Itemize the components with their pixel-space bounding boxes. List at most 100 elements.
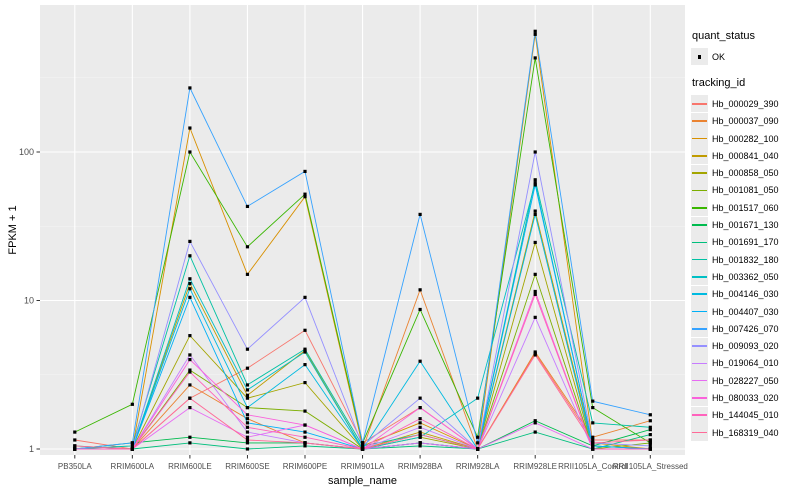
- legend-item-label: Hb_007426_070: [712, 323, 779, 334]
- legend-title-tracking-id: tracking_id: [692, 77, 746, 90]
- data-point: [533, 183, 537, 187]
- data-point: [533, 178, 537, 182]
- data-point: [533, 212, 537, 217]
- legend-section-quant-status: quant_status OK: [691, 30, 799, 66]
- legend-item: Hb_144045_010: [691, 406, 799, 424]
- data-point: [648, 441, 652, 445]
- legend-key-swatch: [691, 181, 708, 199]
- legend-key-ok: [691, 48, 708, 66]
- line-swatch-icon: [692, 362, 707, 365]
- data-point: [648, 444, 652, 448]
- legend-item-label: Hb_000029_390: [712, 98, 779, 109]
- line-swatch-icon: [692, 327, 707, 330]
- line-swatch-icon: [692, 276, 707, 278]
- line-swatch-icon: [692, 379, 707, 382]
- data-point: [245, 406, 250, 410]
- data-point: [360, 441, 365, 445]
- legend-key-swatch: [691, 233, 708, 251]
- line-swatch-icon: [692, 414, 707, 417]
- legend-key-swatch: [691, 389, 708, 407]
- line-swatch-icon: [692, 431, 707, 434]
- data-point: [188, 353, 192, 357]
- legend-key-swatch: [691, 372, 708, 390]
- legend-item: Hb_001081_050: [691, 181, 799, 199]
- data-point: [418, 288, 422, 292]
- data-point: [591, 438, 595, 442]
- legend-item-label: Hb_168319_040: [712, 427, 779, 438]
- legend-key-swatch: [691, 406, 708, 424]
- legend-key-swatch: [691, 251, 708, 269]
- data-point: [533, 350, 537, 354]
- data-point: [533, 272, 537, 276]
- legend-key-swatch: [691, 199, 708, 217]
- legend-item: Hb_004146_030: [691, 285, 799, 303]
- data-point: [245, 396, 250, 400]
- data-point: [73, 438, 77, 442]
- data-point: [303, 435, 307, 439]
- data-point: [591, 421, 595, 425]
- x-tick-label: RRIM600LE: [168, 462, 212, 471]
- data-point: [418, 359, 422, 363]
- data-point: [533, 430, 537, 434]
- legend-item-label: Hb_000841_040: [712, 150, 779, 161]
- x-tick-label: RRII105LA_Stressed: [613, 462, 688, 471]
- legend-item: Hb_028227_050: [691, 372, 799, 390]
- data-point: [245, 393, 250, 397]
- data-point: [533, 353, 537, 357]
- data-point: [418, 421, 422, 425]
- data-point: [648, 428, 652, 432]
- legend-key-swatch: [691, 164, 708, 182]
- data-point: [245, 425, 250, 429]
- data-point: [188, 295, 192, 299]
- data-point: [303, 328, 307, 332]
- data-point: [591, 399, 595, 403]
- legend-item: Hb_168319_040: [691, 424, 799, 442]
- x-tick-label: RRIM928LA: [456, 462, 500, 471]
- data-point: [188, 239, 192, 244]
- data-point: [188, 383, 192, 387]
- data-point: [188, 150, 192, 154]
- legend-item: Hb_001832_180: [691, 251, 799, 269]
- data-point: [418, 441, 422, 445]
- data-point: [188, 406, 192, 410]
- data-point: [303, 363, 307, 367]
- y-tick-label: 1: [29, 444, 34, 454]
- legend-key-swatch: [691, 268, 708, 286]
- legend-item-label: Hb_001081_050: [712, 185, 779, 196]
- data-point: [533, 181, 537, 185]
- data-point: [533, 32, 537, 36]
- legend-key-swatch: [691, 285, 708, 303]
- data-point: [245, 441, 250, 445]
- legend-item: Hb_007426_070: [691, 320, 799, 338]
- data-point: [648, 438, 652, 442]
- legend-item-label: Hb_004146_030: [712, 289, 779, 300]
- data-point: [188, 370, 192, 374]
- data-point: [188, 441, 192, 445]
- line-swatch-icon: [692, 310, 707, 313]
- data-point: [648, 419, 652, 423]
- data-point: [188, 287, 192, 291]
- data-point: [360, 447, 365, 451]
- data-point: [591, 435, 595, 439]
- data-point: [245, 430, 250, 434]
- data-point: [648, 433, 652, 437]
- legend-item: Hb_000858_050: [691, 164, 799, 182]
- data-point: [245, 245, 250, 249]
- data-point: [533, 56, 537, 60]
- data-point: [245, 413, 250, 417]
- line-swatch-icon: [692, 345, 707, 347]
- data-point: [533, 150, 537, 154]
- data-point: [533, 29, 537, 33]
- line-swatch-icon: [692, 172, 707, 174]
- x-tick-label: RRIM600PE: [283, 462, 327, 471]
- data-point: [303, 195, 307, 199]
- point-icon: [698, 55, 702, 59]
- line-swatch-icon: [692, 397, 707, 399]
- legend-key-swatch: [691, 354, 708, 372]
- data-point: [73, 447, 77, 451]
- data-point: [303, 409, 307, 413]
- data-point: [533, 315, 537, 319]
- legend-key-swatch: [691, 130, 708, 148]
- data-point: [130, 444, 134, 448]
